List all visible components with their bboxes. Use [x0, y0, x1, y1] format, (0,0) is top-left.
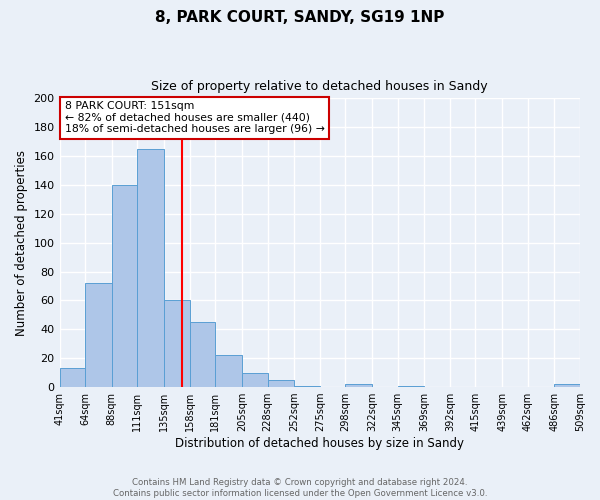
X-axis label: Distribution of detached houses by size in Sandy: Distribution of detached houses by size … [175, 437, 464, 450]
Bar [242, 372, 268, 387]
Bar [85, 283, 112, 387]
Bar [554, 384, 580, 387]
Bar [268, 380, 294, 387]
Bar [112, 185, 137, 387]
Title: Size of property relative to detached houses in Sandy: Size of property relative to detached ho… [151, 80, 488, 93]
Y-axis label: Number of detached properties: Number of detached properties [15, 150, 28, 336]
Bar [398, 386, 424, 387]
Bar [137, 149, 164, 387]
Bar [59, 368, 85, 387]
Text: 8, PARK COURT, SANDY, SG19 1NP: 8, PARK COURT, SANDY, SG19 1NP [155, 10, 445, 25]
Bar [190, 322, 215, 387]
Bar [164, 300, 190, 387]
Bar [346, 384, 372, 387]
Bar [215, 356, 242, 387]
Text: 8 PARK COURT: 151sqm
← 82% of detached houses are smaller (440)
18% of semi-deta: 8 PARK COURT: 151sqm ← 82% of detached h… [65, 101, 325, 134]
Text: Contains HM Land Registry data © Crown copyright and database right 2024.
Contai: Contains HM Land Registry data © Crown c… [113, 478, 487, 498]
Bar [294, 386, 320, 387]
